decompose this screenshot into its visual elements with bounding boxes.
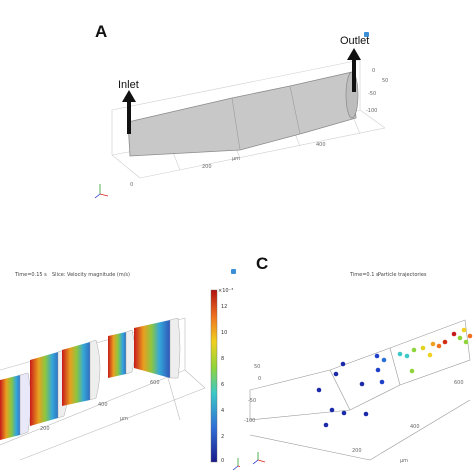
panel-b-plot-title: Slice: Velocity magnitude (m/s) bbox=[52, 272, 130, 278]
panel-a-figure: Inlet Outlet 200 400 µm 0 0 -50 -100 50 bbox=[94, 32, 388, 199]
svg-text:50: 50 bbox=[382, 78, 388, 84]
svg-text:0: 0 bbox=[258, 376, 261, 382]
svg-text:-50: -50 bbox=[368, 91, 376, 97]
colorbar-tick: 8 bbox=[221, 356, 225, 362]
svg-text:400: 400 bbox=[410, 424, 420, 430]
svg-text:200: 200 bbox=[352, 448, 362, 454]
particle-trajectories bbox=[316, 327, 473, 428]
comsol-logo-icon bbox=[364, 32, 369, 37]
svg-text:0: 0 bbox=[130, 182, 133, 188]
panel-b-figure: 200 400 600 µm bbox=[0, 269, 240, 471]
colorbar-tick: 12 bbox=[221, 304, 228, 310]
panel-b-time-label: Time=0.15 s bbox=[15, 272, 47, 278]
svg-text:600: 600 bbox=[150, 380, 160, 386]
colorbar-tick: 10 bbox=[221, 330, 228, 336]
colorbar-tick: 4 bbox=[221, 408, 225, 414]
channel-outline bbox=[249, 319, 471, 461]
svg-text:-100: -100 bbox=[366, 108, 377, 114]
svg-text:µm: µm bbox=[400, 458, 408, 464]
svg-text:µm: µm bbox=[232, 156, 240, 162]
inlet-label: Inlet bbox=[118, 79, 139, 91]
panel-c-letter: C bbox=[256, 254, 269, 273]
svg-text:600: 600 bbox=[454, 380, 464, 386]
channel-body bbox=[127, 71, 357, 157]
panel-c: C Time=0.1 s Particle trajectories bbox=[240, 250, 474, 474]
svg-text:400: 400 bbox=[316, 142, 326, 148]
svg-text:50: 50 bbox=[254, 364, 260, 370]
colorbar-exponent: ×10⁻³ bbox=[218, 288, 234, 294]
colorbar bbox=[210, 289, 218, 463]
axis-triad-icon bbox=[232, 458, 240, 471]
axis-triad-icon bbox=[94, 184, 109, 199]
outlet-arrow bbox=[347, 48, 361, 92]
svg-text:-50: -50 bbox=[248, 398, 256, 404]
panel-c-plot-title: Particle trajectories bbox=[378, 272, 427, 278]
velocity-slices bbox=[0, 317, 181, 440]
axis-triad-icon bbox=[252, 452, 266, 465]
inlet-arrow bbox=[122, 90, 136, 134]
svg-text:400: 400 bbox=[98, 402, 108, 408]
svg-text:200: 200 bbox=[202, 164, 212, 170]
panel-a: A Inlet Outlet bbox=[0, 0, 474, 230]
panel-a-letter: A bbox=[95, 22, 108, 41]
panel-c-figure: 0 -50 -100 50 200 400 600 µm bbox=[244, 319, 473, 465]
colorbar-tick: 0 bbox=[221, 458, 225, 464]
svg-text:µm: µm bbox=[120, 416, 128, 422]
outlet-label: Outlet bbox=[340, 35, 369, 47]
svg-text:-100: -100 bbox=[244, 418, 255, 424]
comsol-logo-icon bbox=[231, 269, 236, 274]
colorbar-tick: 6 bbox=[221, 382, 225, 388]
svg-text:200: 200 bbox=[40, 426, 50, 432]
colorbar-tick: 2 bbox=[221, 434, 225, 440]
panel-b: Time=0.15 s Slice: Velocity magnitude (m… bbox=[0, 260, 240, 474]
panel-c-time-label: Time=0.1 s bbox=[350, 272, 379, 278]
svg-text:0: 0 bbox=[372, 68, 375, 74]
